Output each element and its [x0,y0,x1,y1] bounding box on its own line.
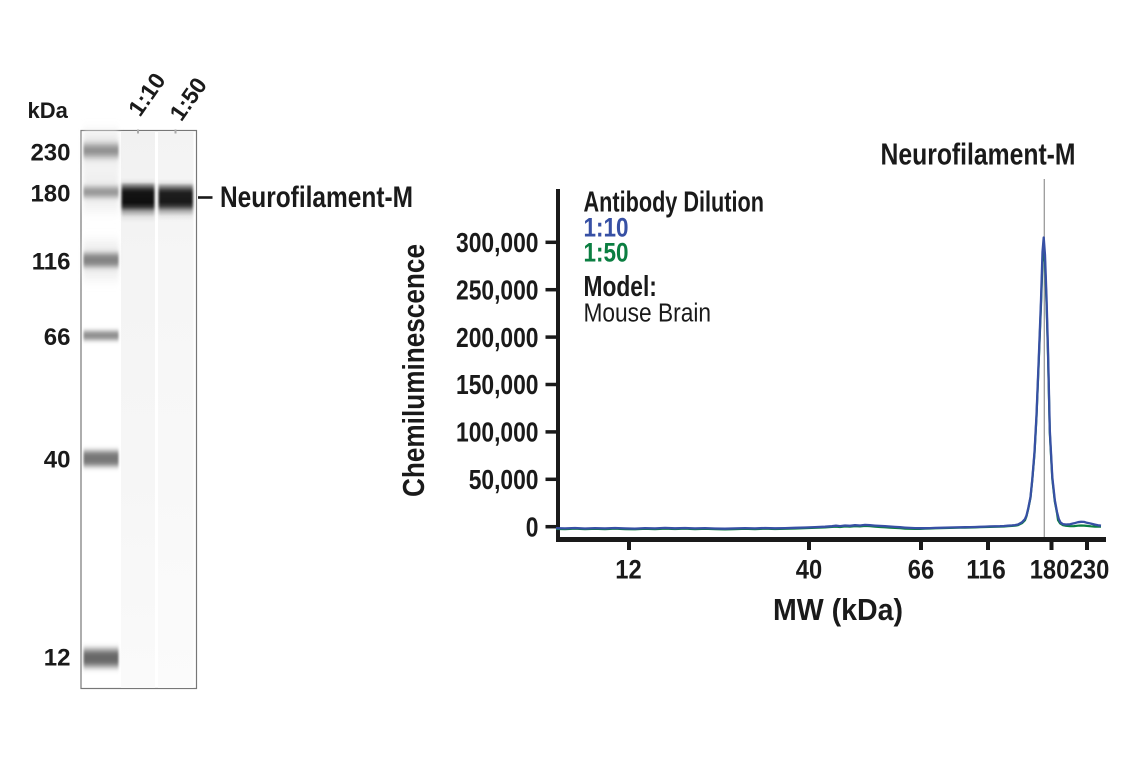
svg-text:100,000: 100,000 [456,417,539,448]
svg-text:150,000: 150,000 [456,369,539,400]
svg-text:116: 116 [966,555,1006,585]
svg-text:0: 0 [526,511,539,542]
svg-text:66: 66 [908,555,934,585]
svg-text:250,000: 250,000 [456,274,539,305]
svg-text:116: 116 [32,249,71,276]
svg-text:40: 40 [796,555,822,585]
svg-text:Chemiluminescence: Chemiluminescence [396,244,431,497]
svg-text:1:10: 1:10 [584,213,629,243]
svg-text:180: 180 [1030,555,1070,585]
svg-text:200,000: 200,000 [456,322,539,353]
svg-text:12: 12 [615,555,641,585]
svg-text:Antibody Dilution: Antibody Dilution [584,187,765,219]
svg-text:180: 180 [30,181,70,208]
svg-text:50,000: 50,000 [469,464,539,495]
svg-text:40: 40 [44,447,71,474]
svg-text:Model:: Model: [584,271,657,303]
svg-text:230: 230 [1070,555,1110,585]
svg-text:230: 230 [30,139,70,166]
svg-text:1:50: 1:50 [584,238,629,268]
svg-text:kDa: kDa [28,98,69,123]
svg-text:12: 12 [44,645,71,672]
svg-text:66: 66 [44,324,71,351]
svg-text:MW (kDa): MW (kDa) [773,592,903,627]
svg-text:Neurofilament-M: Neurofilament-M [220,181,413,214]
svg-text:Neurofilament-M: Neurofilament-M [881,138,1076,172]
svg-text:300,000: 300,000 [456,227,539,258]
svg-text:Mouse Brain: Mouse Brain [584,300,712,328]
